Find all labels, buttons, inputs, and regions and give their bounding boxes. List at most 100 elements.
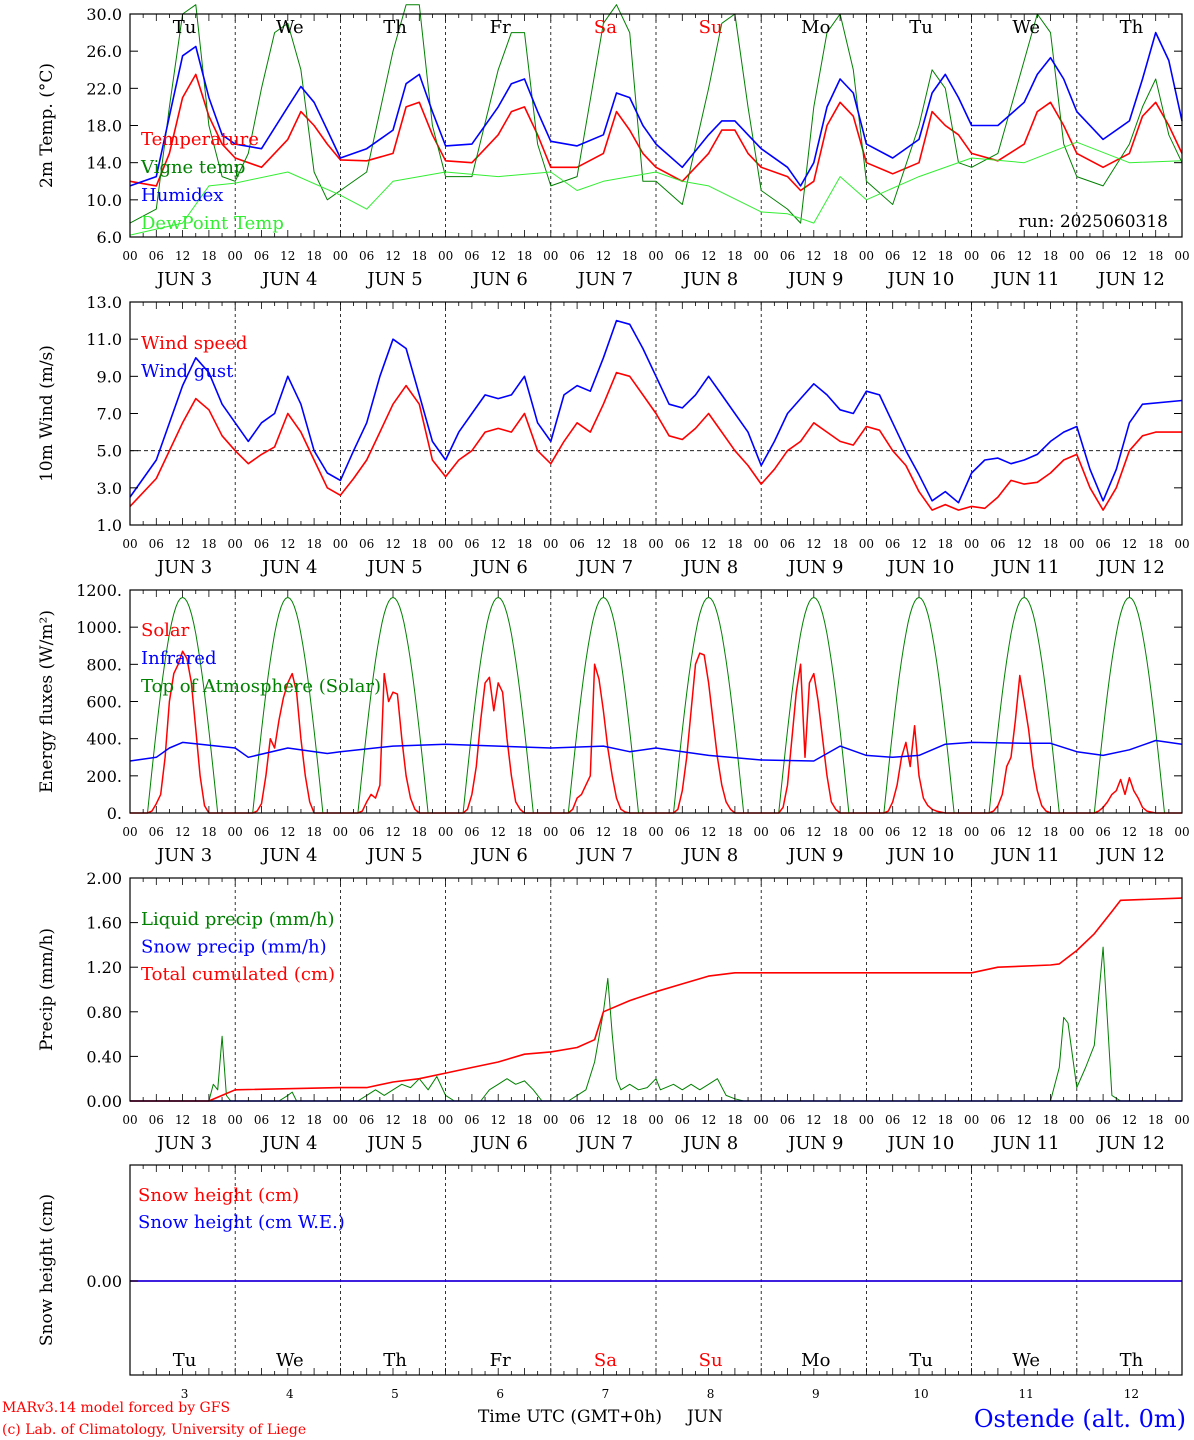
hour-tick-label: 06 xyxy=(359,249,374,263)
date-label: JUN 6 xyxy=(471,557,528,578)
legend-entry: Wind speed xyxy=(141,333,247,354)
hour-tick-label: 00 xyxy=(122,825,137,839)
day-number-label: 4 xyxy=(286,1387,294,1401)
y-tick-label: 26.0 xyxy=(86,42,122,61)
hour-tick-label: 18 xyxy=(1043,249,1058,263)
date-label: JUN 3 xyxy=(155,1133,212,1154)
hour-tick-label: 12 xyxy=(1017,537,1032,551)
hour-tick-label: 06 xyxy=(990,249,1005,263)
hour-tick-label: 18 xyxy=(306,1113,321,1127)
hour-tick-label: 18 xyxy=(1043,537,1058,551)
date-label: JUN 5 xyxy=(365,1133,422,1154)
hour-tick-label: 18 xyxy=(938,249,953,263)
date-label: JUN 7 xyxy=(576,845,633,866)
hour-tick-label: 12 xyxy=(385,537,400,551)
date-label: JUN 9 xyxy=(786,269,843,290)
legend-entry: Snow height (cm) xyxy=(138,1185,299,1206)
date-label: JUN 5 xyxy=(365,557,422,578)
day-number-label: 3 xyxy=(181,1387,189,1401)
weekday-label-top: Fr xyxy=(490,17,511,38)
legend-entry: Humidex xyxy=(141,185,223,206)
hour-tick-label: 06 xyxy=(149,537,164,551)
weekday-label-bottom: We xyxy=(1012,1350,1040,1371)
hour-tick-label: 06 xyxy=(990,1113,1005,1127)
legend-entry: Infrared xyxy=(141,648,216,669)
hour-tick-label: 18 xyxy=(938,825,953,839)
hour-tick-label: 18 xyxy=(517,537,532,551)
hour-tick-label: 18 xyxy=(1043,1113,1058,1127)
date-label: JUN 7 xyxy=(576,557,633,578)
hour-tick-label: 18 xyxy=(832,249,847,263)
hour-tick-label: 12 xyxy=(911,537,926,551)
hour-tick-label: 00 xyxy=(228,1113,243,1127)
hour-tick-label: 00 xyxy=(859,537,874,551)
hour-tick-label: 00 xyxy=(1174,825,1189,839)
y-tick-label: 200. xyxy=(86,767,122,786)
hour-tick-label: 12 xyxy=(701,249,716,263)
hour-tick-label: 12 xyxy=(806,537,821,551)
date-label: JUN 6 xyxy=(471,269,528,290)
hour-tick-label: 12 xyxy=(806,249,821,263)
date-label: JUN 7 xyxy=(576,269,633,290)
hour-tick-label: 00 xyxy=(1174,537,1189,551)
hour-tick-label: 18 xyxy=(306,825,321,839)
hour-tick-label: 00 xyxy=(859,825,874,839)
y-tick-label: 0.80 xyxy=(86,1003,122,1022)
hour-tick-label: 18 xyxy=(622,825,637,839)
date-label: JUN 3 xyxy=(155,845,212,866)
y-tick-label: 0.00 xyxy=(86,1272,122,1291)
hour-tick-label: 00 xyxy=(438,825,453,839)
hour-tick-label: 12 xyxy=(1122,825,1137,839)
y-axis-label: Snow height (cm) xyxy=(37,1194,57,1346)
hour-tick-label: 12 xyxy=(175,1113,190,1127)
hour-tick-label: 12 xyxy=(175,537,190,551)
hour-tick-label: 18 xyxy=(201,825,216,839)
hour-tick-label: 12 xyxy=(385,249,400,263)
hour-tick-label: 06 xyxy=(1095,1113,1110,1127)
hour-tick-label: 18 xyxy=(517,249,532,263)
hour-tick-label: 00 xyxy=(122,1113,137,1127)
infrared-line xyxy=(129,739,1183,762)
legend-entry: Wind gust xyxy=(141,361,234,382)
dewpoint-temp-line xyxy=(129,141,1183,236)
weekday-label-bottom: We xyxy=(276,1350,304,1371)
hour-tick-label: 12 xyxy=(701,537,716,551)
hour-tick-label: 18 xyxy=(201,1113,216,1127)
hour-tick-label: 18 xyxy=(412,249,427,263)
legend-entry: Temperature xyxy=(141,129,259,150)
date-label: JUN 4 xyxy=(260,557,317,578)
y-tick-label: 1.20 xyxy=(86,958,122,977)
weekday-label-bottom: Mo xyxy=(801,1350,830,1371)
hour-tick-label: 00 xyxy=(964,249,979,263)
hour-tick-label: 18 xyxy=(517,1113,532,1127)
y-tick-label: 13.0 xyxy=(86,293,122,312)
hour-tick-label: 06 xyxy=(359,825,374,839)
day-number-label: 12 xyxy=(1124,1387,1139,1401)
hour-tick-label: 12 xyxy=(491,1113,506,1127)
date-label: JUN 3 xyxy=(155,269,212,290)
y-tick-label: 2.00 xyxy=(86,869,122,888)
date-label: JUN 8 xyxy=(681,1133,738,1154)
hour-tick-label: 18 xyxy=(306,537,321,551)
hour-tick-label: 06 xyxy=(780,825,795,839)
hour-tick-label: 06 xyxy=(1095,537,1110,551)
date-label: JUN 3 xyxy=(155,557,212,578)
hour-tick-label: 18 xyxy=(412,825,427,839)
legend-entry: Snow height (cm W.E.) xyxy=(138,1212,345,1233)
hour-tick-label: 06 xyxy=(990,537,1005,551)
hour-tick-label: 18 xyxy=(201,249,216,263)
hour-tick-label: 18 xyxy=(622,1113,637,1127)
hour-tick-label: 00 xyxy=(228,537,243,551)
hour-tick-label: 18 xyxy=(201,537,216,551)
legend-entry: Top of Atmosphere (Solar) xyxy=(141,676,381,697)
day-number-label: 11 xyxy=(1019,1387,1034,1401)
date-label: JUN 8 xyxy=(681,845,738,866)
hour-tick-label: 18 xyxy=(412,1113,427,1127)
hour-tick-label: 00 xyxy=(122,249,137,263)
hour-tick-label: 18 xyxy=(832,537,847,551)
date-label: JUN 4 xyxy=(260,845,317,866)
hour-tick-label: 12 xyxy=(806,825,821,839)
day-number-label: 5 xyxy=(391,1387,399,1401)
y-tick-label: 0. xyxy=(107,804,122,823)
hour-tick-label: 00 xyxy=(543,537,558,551)
